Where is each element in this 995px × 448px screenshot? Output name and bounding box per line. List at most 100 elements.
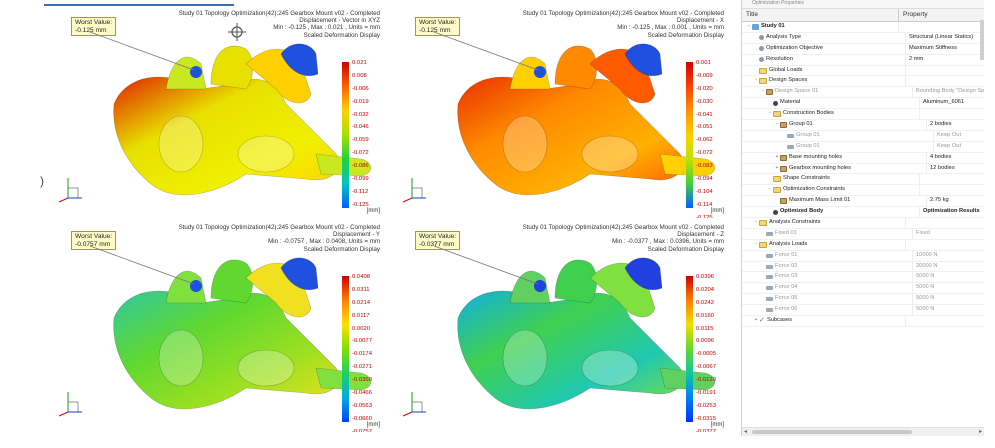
- tree-row-property: [905, 218, 984, 228]
- tree-row-property: Optimization Results: [919, 207, 984, 218]
- tree-row[interactable]: Force 05 5000 N: [742, 294, 984, 306]
- expand-toggle-icon[interactable]: -: [769, 186, 771, 193]
- tree-row[interactable]: Fixed 01 Fixed: [742, 228, 984, 240]
- study-icon: [752, 23, 759, 30]
- part-model[interactable]: [106, 34, 386, 214]
- column-title-header[interactable]: Title: [742, 9, 899, 21]
- worst-value-callout: Worst Value: -0.125 mm: [415, 17, 461, 37]
- tree-row-property: Aluminum_6061: [919, 98, 984, 109]
- viewport-displacement-xyz[interactable]: Study 01 Topology Optimization(42):245 G…: [44, 6, 386, 218]
- viewport-displacement-x[interactable]: Study 01 Topology Optimization(42):245 G…: [388, 6, 730, 218]
- scroll-left-icon[interactable]: ◂: [744, 429, 748, 435]
- tree-row-title: Material: [780, 99, 801, 106]
- part-model[interactable]: [450, 248, 730, 428]
- tree-row-title-cell: Shape Constraints: [742, 174, 919, 184]
- left-arrow-icon[interactable]: ): [40, 174, 44, 188]
- tree-row-title-cell: Force 02: [742, 262, 912, 272]
- rotate-crosshair-icon[interactable]: [228, 23, 246, 41]
- tree-row[interactable]: - Construction Bodies: [742, 109, 984, 121]
- tree-row[interactable]: Optimized Body Optimization Results: [742, 207, 984, 219]
- header-line: Displacement - Y: [333, 231, 380, 239]
- horizontal-scrollbar[interactable]: ◂ ▸: [742, 427, 984, 436]
- expand-toggle-icon[interactable]: +: [775, 153, 779, 160]
- tree-row[interactable]: Material Aluminum_6061: [742, 98, 984, 110]
- axis-triad-icon: [58, 390, 86, 422]
- tree-row[interactable]: Force 06 5000 N: [742, 305, 984, 317]
- expand-toggle-icon[interactable]: -: [776, 121, 778, 128]
- tree-row[interactable]: - Analysis Loads: [742, 239, 984, 251]
- tree-row-title-cell: - Design Spaces: [742, 76, 905, 86]
- viewport-displacement-z[interactable]: Study 01 Topology Optimization(42):245 G…: [388, 220, 730, 432]
- tree-row[interactable]: Group 01 Keep Out: [742, 130, 984, 142]
- vertical-scrollbar[interactable]: [980, 20, 984, 60]
- gear-icon: [759, 35, 764, 41]
- legend-tick-label: -0.041: [696, 111, 713, 118]
- expand-toggle-icon[interactable]: -: [755, 77, 757, 84]
- expand-toggle-icon[interactable]: -: [769, 110, 771, 117]
- legend-tick-label: -0.020: [696, 85, 713, 92]
- legend-tick-label: -0.125: [352, 201, 369, 208]
- tree-row[interactable]: Optimization Objective Maximum Stiffness: [742, 43, 984, 55]
- scroll-right-icon[interactable]: ▸: [978, 429, 982, 435]
- tree-row[interactable]: + Base mounting holes 4 bodies: [742, 152, 984, 164]
- tree-row[interactable]: - Group 01 2 bodies: [742, 120, 984, 131]
- part-model[interactable]: [450, 34, 730, 214]
- tree-row-title-cell: Force 06: [742, 305, 912, 315]
- legend-tick-label: 0.0214: [352, 299, 371, 306]
- worst-value-label: Worst Value:: [419, 19, 457, 26]
- folder-icon: [759, 67, 767, 74]
- tree-row[interactable]: - Optimization Constraints: [742, 185, 984, 197]
- tree-row[interactable]: + ✓ Subcases: [742, 316, 984, 327]
- header-line: Study 01 Topology Optimization(42):245 G…: [178, 10, 380, 17]
- tree-row-property: 5000 N: [912, 294, 984, 305]
- tree-row[interactable]: Resolution 2 mm: [742, 54, 984, 66]
- callout-leader-line: [433, 245, 539, 285]
- callout-leader-line: [433, 31, 539, 71]
- body-icon: [780, 165, 787, 172]
- worst-value-callout: Worst Value: -0.0757 mm: [71, 231, 117, 251]
- tree-row[interactable]: Force 04 5000 N: [742, 283, 984, 295]
- expand-toggle-icon[interactable]: +: [754, 317, 758, 324]
- tree-column-headers: Title Property: [742, 9, 984, 22]
- expand-toggle-icon[interactable]: +: [775, 164, 779, 171]
- tree-row-title: Gearbox mounting holes: [789, 164, 851, 171]
- part-model-render: [457, 257, 716, 410]
- tree-row-title: Maximum Mass Limit 01: [789, 197, 851, 204]
- tree-row[interactable]: - Design Spaces: [742, 76, 984, 88]
- tree-row-title-cell: Force 01: [742, 251, 912, 261]
- legend-tick-label: 0.0311: [352, 286, 370, 293]
- tree-row[interactable]: Group 01 Keep Out: [742, 141, 984, 153]
- tree-row-title: Base mounting holes: [789, 153, 843, 160]
- load-icon: [787, 133, 794, 138]
- expand-toggle-icon[interactable]: -: [755, 240, 757, 247]
- expand-toggle-icon[interactable]: -: [762, 88, 764, 95]
- worst-value-label: Worst Value:: [75, 19, 113, 26]
- tree-row[interactable]: Global Loads: [742, 65, 984, 77]
- expand-toggle-icon[interactable]: -: [748, 23, 750, 29]
- dark-icon: [773, 100, 778, 106]
- scroll-thumb[interactable]: [752, 430, 912, 434]
- tree-row-property: 2 mm: [905, 54, 984, 65]
- tree-row[interactable]: - Study 01: [742, 22, 984, 33]
- viewport-displacement-y[interactable]: Study 01 Topology Optimization(42):245 G…: [44, 220, 386, 432]
- tree-row-title: Force 06: [775, 306, 798, 313]
- tree-row[interactable]: Force 01 10000 N: [742, 250, 984, 262]
- legend-tick-label: -0.0757: [352, 428, 372, 432]
- legend-tick-label: -0.0191: [696, 390, 716, 397]
- tree-row-property: [905, 65, 984, 76]
- tree-row[interactable]: Maximum Mass Limit 01 2.75 kg: [742, 196, 984, 208]
- tree-row[interactable]: Analysis Type Structural (Linear Statics): [742, 32, 984, 44]
- tree-row[interactable]: Force 02 20000 N: [742, 261, 984, 273]
- dark-icon: [773, 209, 778, 215]
- tree-row[interactable]: - Analysis Constraints: [742, 218, 984, 229]
- legend-color-bar: [686, 276, 693, 422]
- tree-row[interactable]: + Gearbox mounting holes 12 bodies: [742, 163, 984, 175]
- column-property-header[interactable]: Property: [903, 11, 928, 18]
- tree-row-title: Force 03: [775, 273, 798, 280]
- tree-row-title: Subcases: [767, 317, 792, 324]
- tree-row[interactable]: - Design Space 01 Bounding Body "Design Sp…: [742, 87, 984, 99]
- tree-row[interactable]: Shape Constraints: [742, 174, 984, 186]
- tree-row-title: Construction Bodies: [783, 110, 834, 117]
- tree-row[interactable]: Force 03 5000 N: [742, 272, 984, 284]
- expand-toggle-icon[interactable]: -: [755, 219, 757, 226]
